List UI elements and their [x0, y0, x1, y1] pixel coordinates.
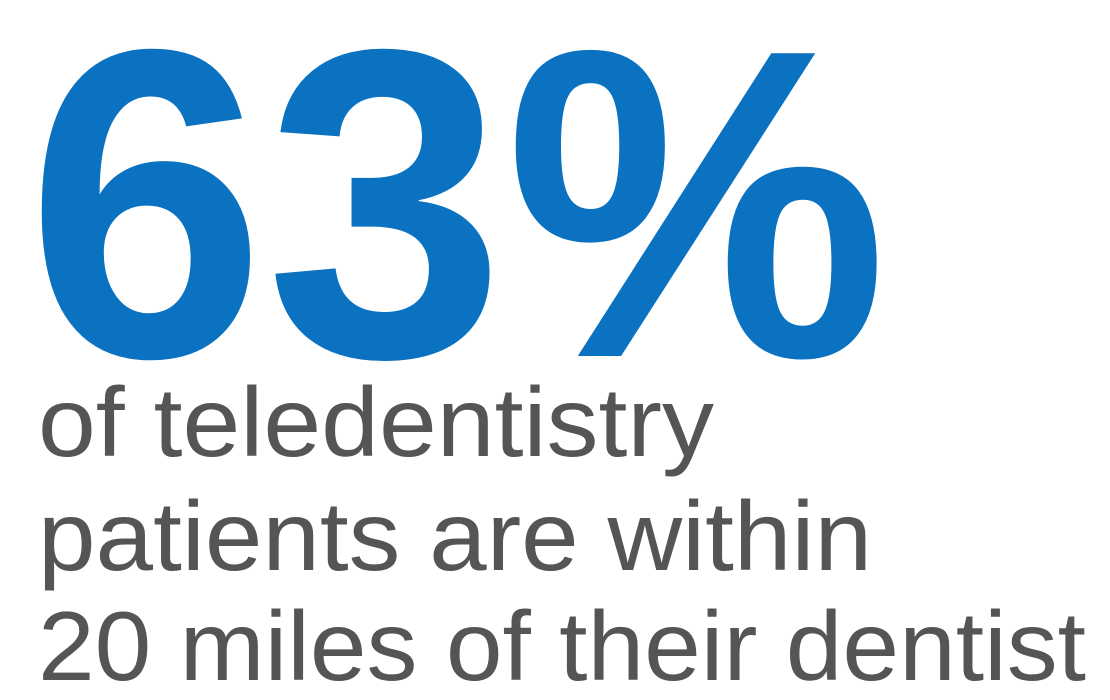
caption-line: 20 miles of their dentist	[38, 591, 1086, 700]
caption-line: patients are within	[38, 481, 872, 591]
stat-number: 63%	[26, 0, 888, 450]
caption-line: of teledentistry	[38, 367, 714, 477]
